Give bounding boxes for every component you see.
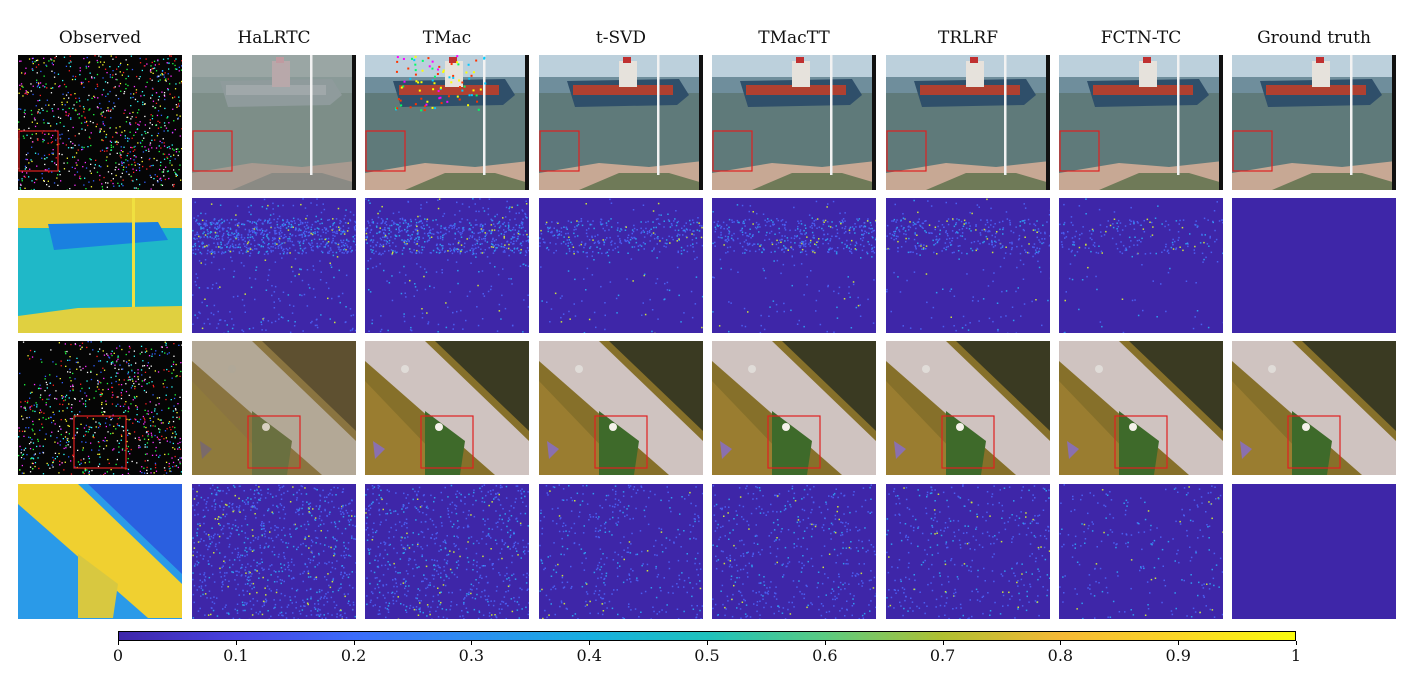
tile-row0-observed	[18, 55, 182, 190]
zoom-box	[1287, 415, 1341, 469]
colorbar-tick	[235, 641, 237, 645]
colorbar-tick-label: 0.8	[1047, 646, 1074, 665]
tile-row2-t-svd	[539, 341, 703, 475]
tile-row1-trlrf	[886, 198, 1050, 333]
zoom-box	[73, 415, 127, 469]
tile-row1-t-svd	[539, 198, 703, 333]
tile-row0-fctn-tc	[1059, 55, 1223, 190]
zoom-box	[192, 130, 233, 172]
column-title-4: TMacTT	[758, 28, 830, 48]
colorbar-tick-label: 1	[1290, 646, 1302, 665]
colorbar-tick-label: 0.1	[223, 646, 249, 665]
tile-row3-halrtc	[192, 484, 356, 619]
column-title-6: FCTN-TC	[1100, 28, 1182, 48]
colorbar-tick	[1296, 641, 1297, 645]
column-title-2: TMac	[422, 28, 472, 48]
colorbar-tick-label: 0.2	[340, 646, 367, 665]
column-title-0: Observed	[58, 28, 142, 48]
zoom-box	[767, 415, 821, 469]
colorbar-tick-label: 0	[112, 646, 124, 665]
zoom-box	[1114, 415, 1168, 469]
zoom-box	[365, 130, 406, 172]
tile-row2-fctn-tc	[1059, 341, 1223, 475]
tile-row3-observed	[18, 484, 182, 619]
tile-row3-tmac	[365, 484, 529, 619]
tile-row1-tmactt	[712, 198, 876, 333]
tile-row0-ground-truth	[1232, 55, 1396, 190]
colorbar-tick	[1060, 641, 1062, 645]
colorbar-tick	[471, 641, 473, 645]
tile-row3-fctn-tc	[1059, 484, 1223, 619]
tile-row1-observed	[18, 198, 182, 333]
colorbar-tick-label: 0.4	[576, 646, 602, 665]
tile-row2-tmac	[365, 341, 529, 475]
zoom-box	[18, 130, 59, 172]
zoom-box	[712, 130, 753, 172]
colorbar-tick-label: 0.5	[694, 646, 720, 665]
tile-row1-fctn-tc	[1059, 198, 1223, 333]
column-title-1: HaLRTC	[237, 28, 311, 48]
tile-row3-t-svd	[539, 484, 703, 619]
colorbar-tick-label: 0.3	[458, 646, 485, 665]
colorbar-tick-label: 0.7	[929, 646, 956, 665]
colorbar	[118, 631, 1296, 641]
column-title-7: Ground truth	[1257, 28, 1371, 48]
tile-row0-t-svd	[539, 55, 703, 190]
zoom-box	[1232, 130, 1273, 172]
tile-row0-halrtc	[192, 55, 356, 190]
tile-row0-tmactt	[712, 55, 876, 190]
tile-row1-tmac	[365, 198, 529, 333]
colorbar-tick	[1178, 641, 1180, 645]
zoom-box	[886, 130, 927, 172]
tile-row1-halrtc	[192, 198, 356, 333]
tile-row3-tmactt	[712, 484, 876, 619]
column-title-5: TRLRF	[937, 28, 999, 48]
zoom-box	[420, 415, 474, 469]
zoom-box	[539, 130, 580, 172]
zoom-box	[941, 415, 995, 469]
column-title-3: t-SVD	[595, 28, 647, 48]
tile-row2-halrtc	[192, 341, 356, 475]
tile-row0-tmac	[365, 55, 529, 190]
tile-row2-observed	[18, 341, 182, 475]
colorbar-tick	[118, 641, 119, 645]
tile-row2-tmactt	[712, 341, 876, 475]
colorbar-tick	[824, 641, 826, 645]
zoom-box	[1059, 130, 1100, 172]
colorbar-tick	[942, 641, 944, 645]
colorbar-tick-label: 0.6	[812, 646, 838, 665]
colorbar-tick-label: 0.9	[1165, 646, 1191, 665]
tile-row2-ground-truth	[1232, 341, 1396, 475]
colorbar-tick	[353, 641, 355, 645]
tile-row3-ground-truth	[1232, 484, 1396, 619]
tile-row0-trlrf	[886, 55, 1050, 190]
colorbar-tick	[589, 641, 591, 645]
tile-row3-trlrf	[886, 484, 1050, 619]
zoom-box	[594, 415, 648, 469]
zoom-box	[247, 415, 301, 469]
tile-row1-ground-truth	[1232, 198, 1396, 333]
colorbar-tick	[707, 641, 708, 645]
tile-row2-trlrf	[886, 341, 1050, 475]
